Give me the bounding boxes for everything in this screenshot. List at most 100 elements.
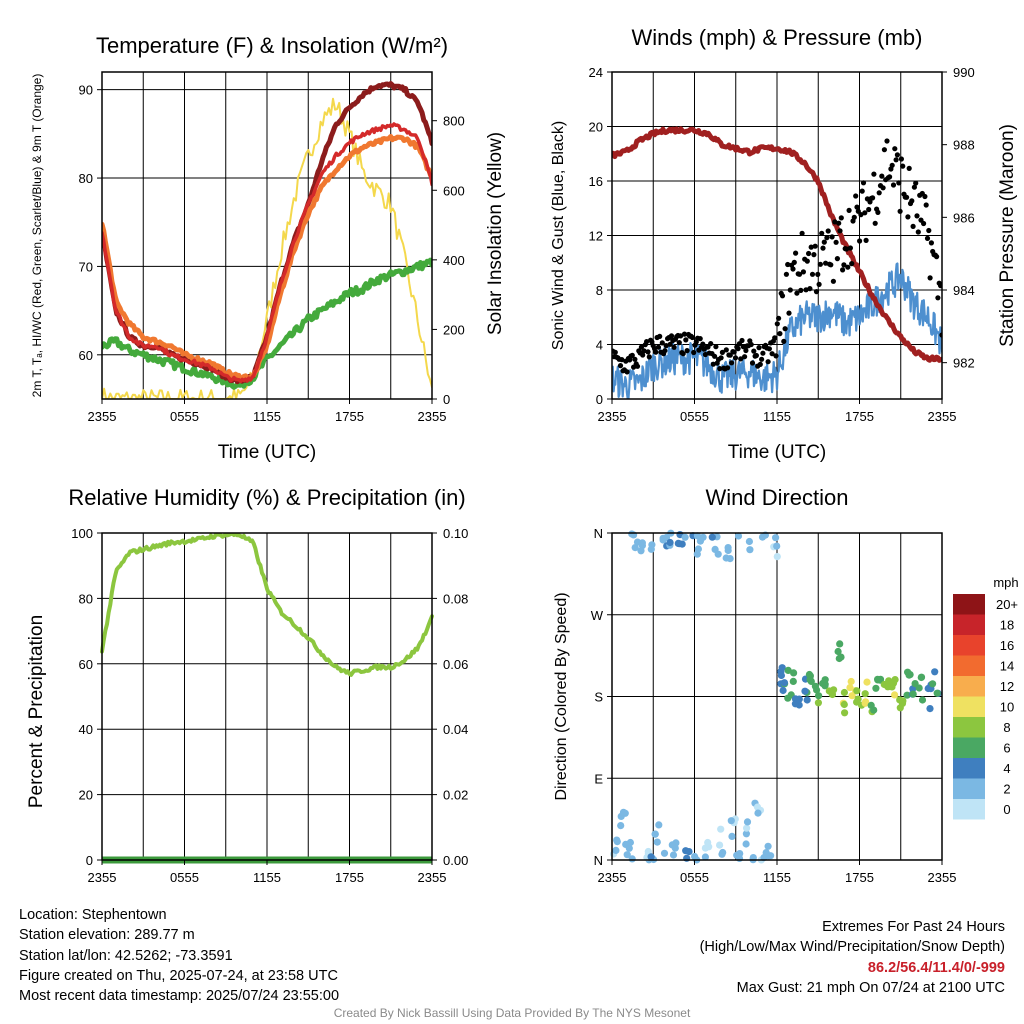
- direction-point: [655, 821, 663, 829]
- direction-point: [896, 696, 904, 704]
- gust-point: [667, 341, 673, 347]
- x-tick-label: 2355: [598, 409, 627, 424]
- direction-point: [734, 532, 743, 540]
- gust-point: [884, 138, 890, 144]
- gust-point: [881, 147, 888, 153]
- gust-point: [900, 163, 906, 169]
- max-gust-text: Max Gust: 21 mph On 07/24 at 2100 UTC: [736, 979, 1005, 996]
- gust-point: [806, 250, 812, 257]
- direction-point: [840, 700, 848, 709]
- direction-point: [619, 808, 628, 816]
- gust-point: [823, 260, 829, 266]
- gust-point: [817, 261, 824, 267]
- gust-point: [853, 193, 859, 199]
- gust-point: [617, 363, 624, 369]
- gust-point: [896, 180, 902, 186]
- series-line-pressure: [612, 126, 942, 363]
- gust-point: [779, 293, 786, 299]
- direction-point: [915, 684, 923, 692]
- gust-point: [681, 331, 688, 337]
- y-tick-label: 16: [589, 174, 603, 189]
- gust-point: [657, 333, 663, 339]
- direction-point: [773, 542, 781, 550]
- gust-point: [708, 341, 714, 347]
- y-tick-label: 40: [79, 722, 93, 737]
- gust-point: [653, 349, 659, 355]
- direction-point: [872, 684, 880, 692]
- y-tick-label: 8: [596, 283, 603, 298]
- x-axis-label: Time (UTC): [218, 442, 317, 463]
- direction-point: [736, 850, 744, 858]
- gust-point: [645, 349, 651, 355]
- direction-point: [659, 534, 667, 542]
- gust-point: [904, 194, 910, 200]
- direction-point: [805, 670, 814, 679]
- y-axis-label: Sonic Wind & Gust (Blue, Black): [550, 121, 567, 350]
- gust-point: [829, 234, 835, 240]
- y-tick-label: 20: [79, 788, 93, 803]
- gust-point: [866, 206, 872, 213]
- y-tick-label: 12: [589, 229, 603, 244]
- gust-point: [783, 271, 790, 277]
- legend-label: 8: [1003, 720, 1010, 735]
- gust-point: [629, 352, 635, 358]
- gust-point: [751, 348, 757, 354]
- direction-point: [666, 538, 674, 547]
- y2-axis-label: Solar Insolation (Yellow): [485, 132, 506, 335]
- direction-point: [647, 853, 655, 861]
- y-axis-label: Direction (Colored By Speed): [553, 592, 570, 800]
- legend-swatch: [953, 737, 985, 758]
- legend-swatch: [953, 696, 985, 717]
- direction-point: [701, 844, 710, 852]
- x-tick-label: 2355: [418, 409, 447, 424]
- direction-point: [841, 709, 849, 717]
- direction-point: [933, 689, 941, 697]
- gust-point: [860, 180, 867, 186]
- gust-point: [712, 353, 718, 359]
- humidity-panel: Relative Humidity (%) & Precipitation (i…: [26, 485, 468, 885]
- direction-point: [772, 534, 780, 542]
- gust-point: [772, 335, 778, 341]
- gust-point: [713, 344, 719, 350]
- legend-label: 20+: [996, 597, 1018, 612]
- gust-point: [773, 353, 779, 359]
- gust-point: [808, 244, 814, 250]
- legend-label: 12: [1000, 679, 1014, 694]
- direction-point: [834, 647, 842, 656]
- elevation-text: Station elevation: 289.77 m: [19, 927, 195, 944]
- gust-point: [887, 174, 893, 180]
- gust-point: [663, 343, 669, 349]
- gust-point: [819, 230, 825, 236]
- gust-point: [743, 347, 749, 354]
- legend-swatch: [953, 635, 985, 656]
- direction-point: [623, 851, 631, 859]
- gust-point: [641, 348, 647, 354]
- legend-label: 16: [1000, 638, 1014, 653]
- x-tick-label: 1755: [335, 870, 364, 885]
- y-tick-label: E: [594, 771, 603, 786]
- y-tick-label: W: [591, 608, 604, 623]
- direction-point: [891, 676, 899, 684]
- direction-point: [626, 838, 635, 847]
- y2-tick-label: 800: [443, 114, 465, 129]
- gust-point: [851, 214, 857, 220]
- gust-point: [846, 207, 852, 213]
- direction-point: [724, 546, 732, 555]
- gust-point: [807, 286, 813, 292]
- direction-point: [617, 822, 625, 830]
- gust-point: [836, 220, 842, 226]
- gust-point: [812, 243, 818, 249]
- direction-point: [631, 544, 639, 552]
- gust-point: [892, 146, 898, 152]
- gust-point: [911, 184, 918, 190]
- series-line-humidity: [100, 533, 434, 677]
- series-group: [612, 126, 942, 399]
- location-text: Location: Stephentown: [19, 907, 167, 923]
- gust-point: [845, 264, 851, 270]
- gust-point: [837, 228, 843, 234]
- series-group: [102, 81, 432, 399]
- gust-point: [872, 220, 878, 226]
- direction-point: [612, 846, 620, 855]
- series-line-sonic-wind: [612, 262, 942, 399]
- gust-point: [735, 346, 741, 352]
